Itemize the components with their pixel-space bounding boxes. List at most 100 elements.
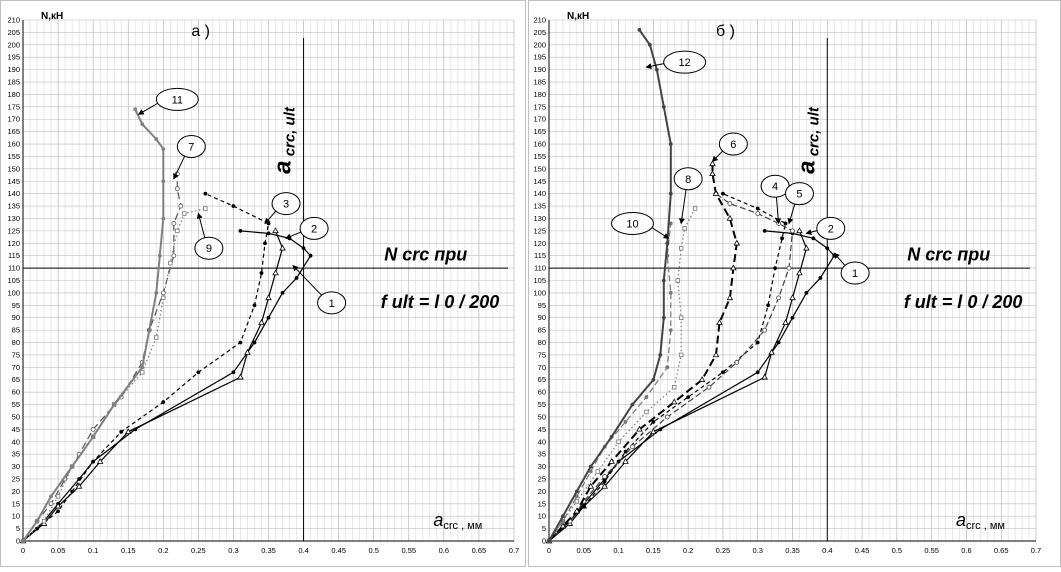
data-point <box>668 291 673 295</box>
callout-leader <box>678 189 687 225</box>
y-tick-label: 40 <box>538 437 546 446</box>
y-tick-label: 65 <box>12 375 20 384</box>
x-tick-label: 0.7 <box>509 546 519 555</box>
data-point <box>672 384 677 390</box>
callout-leader <box>645 63 664 70</box>
callout-leader <box>711 150 723 163</box>
data-point <box>790 315 795 320</box>
y-tick-label: 190 <box>7 65 20 74</box>
tick-labels: 0510152025303540455055606570758085909510… <box>533 16 1041 556</box>
callout-leader <box>264 210 277 225</box>
data-point <box>608 457 615 464</box>
y-tick-label: 70 <box>12 363 20 372</box>
data-point <box>654 67 659 72</box>
y-tick-label: 165 <box>533 127 546 136</box>
callout-leader <box>805 229 818 236</box>
y-tick-label: 135 <box>533 202 546 211</box>
data-point <box>782 319 789 325</box>
x-axis-title: acrc , мм <box>956 510 1005 532</box>
data-point <box>818 276 823 280</box>
y-tick-label: 85 <box>12 326 20 335</box>
callout-ellipse <box>299 216 329 240</box>
y-tick-label: 180 <box>7 90 20 99</box>
y-tick-label: 185 <box>7 78 20 87</box>
y-tick-label: 205 <box>533 28 546 37</box>
callout-1: 1 <box>833 252 870 285</box>
data-point <box>665 365 670 370</box>
x-tick-label: 0 <box>21 546 25 555</box>
y-tick-label: 115 <box>534 251 546 260</box>
data-point <box>231 204 236 208</box>
data-point <box>665 241 670 246</box>
y-tick-label: 15 <box>538 499 546 508</box>
y-tick-label: 185 <box>533 78 546 87</box>
data-point <box>726 214 734 221</box>
y-tick-label: 120 <box>533 239 546 248</box>
callout-leader <box>137 102 158 115</box>
y-tick-label: 175 <box>533 102 546 111</box>
data-point <box>231 370 236 375</box>
data-point <box>721 191 725 196</box>
callout-text: 2 <box>311 223 317 235</box>
callout-text: 4 <box>772 181 778 193</box>
x-tick-label: 0.2 <box>158 546 168 555</box>
data-point <box>91 459 96 464</box>
data-point <box>670 398 678 405</box>
y-tick-label: 50 <box>12 412 20 421</box>
data-point <box>161 400 166 404</box>
callout-text: 8 <box>685 174 691 186</box>
panel-b: 0510152025303540455055606570758085909510… <box>533 11 1041 555</box>
y-tick-label: 90 <box>12 313 20 322</box>
data-point <box>203 191 208 196</box>
data-point <box>668 191 673 196</box>
x-tick-label: 0.4 <box>822 546 832 555</box>
data-point <box>244 348 251 355</box>
y-tick-label: 120 <box>7 239 20 248</box>
panel-label: а ) <box>191 23 210 40</box>
data-point <box>709 170 716 177</box>
x-tick-label: 0 <box>547 546 551 555</box>
x-tick-label: 0.35 <box>785 546 800 555</box>
data-point <box>664 414 670 420</box>
data-point <box>203 206 208 211</box>
f-ult-label: f ult = l 0 / 200 <box>904 292 1023 312</box>
y-tick-label: 5 <box>16 524 20 533</box>
data-point <box>237 373 244 380</box>
data-point <box>265 294 272 301</box>
x-tick-label: 0.25 <box>716 546 731 555</box>
y-tick-label: 35 <box>538 450 546 459</box>
y-tick-label: 200 <box>533 40 546 49</box>
data-point <box>644 409 649 415</box>
series-11 <box>21 107 166 543</box>
data-point <box>668 221 673 226</box>
data-point <box>547 539 551 543</box>
data-point <box>266 315 271 320</box>
x-tick-label: 0.7 <box>1031 546 1041 555</box>
data-point <box>622 457 629 464</box>
series-line-11 <box>22 108 165 542</box>
data-point <box>789 294 796 301</box>
data-point <box>755 206 760 211</box>
data-point <box>776 340 781 345</box>
series-line-1 <box>22 230 312 542</box>
callout-8: 8 <box>673 167 703 225</box>
y-tick-label: 90 <box>538 313 546 322</box>
data-point <box>171 221 177 226</box>
callout-ellipse <box>610 211 654 235</box>
data-point <box>588 464 593 469</box>
data-point <box>668 142 673 146</box>
data-point <box>609 434 614 439</box>
data-point <box>678 315 684 320</box>
data-point <box>734 359 740 365</box>
y-tick-label: 150 <box>533 164 546 173</box>
data-point <box>776 295 781 301</box>
y-tick-label: 100 <box>533 288 546 297</box>
x-tick-label: 0.15 <box>121 546 136 555</box>
data-point <box>637 28 642 32</box>
y-tick-label: 175 <box>7 102 20 111</box>
data-point <box>595 469 600 474</box>
y-tick-label: 180 <box>533 90 546 99</box>
y-tick-label: 95 <box>538 301 546 310</box>
data-point <box>294 276 299 280</box>
